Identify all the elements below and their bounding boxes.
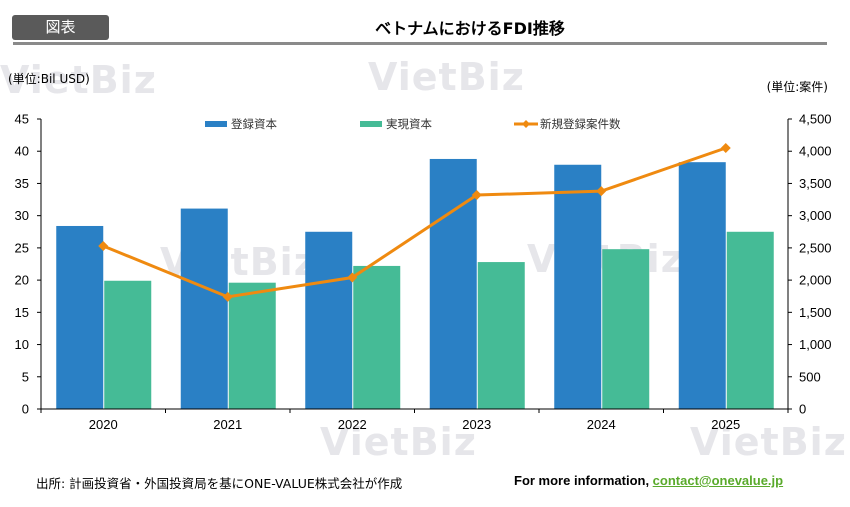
right-tick-label: 1,500: [799, 305, 832, 320]
watermark: VietBiz: [368, 55, 525, 99]
contact-info: For more information, contact@onevalue.j…: [514, 473, 783, 488]
x-tick-label: 2022: [338, 417, 367, 432]
left-tick-label: 25: [15, 240, 29, 255]
right-tick-label: 2,500: [799, 240, 832, 255]
left-tick-label: 20: [15, 273, 29, 288]
right-tick-label: 4,000: [799, 144, 832, 159]
left-tick-label: 35: [15, 176, 29, 191]
contact-prefix: For more information,: [514, 473, 653, 488]
bar-realized-2024: [602, 249, 650, 409]
bar-realized-2022: [353, 265, 401, 409]
title-divider: [13, 42, 827, 45]
x-tick-label: 2024: [587, 417, 616, 432]
figure-badge: 図表: [12, 15, 109, 40]
right-axis-unit: (単位:案件): [766, 80, 828, 94]
projects-point-2024: [596, 186, 607, 197]
bar-realized-2020: [104, 280, 152, 409]
right-tick-label: 3,500: [799, 176, 832, 191]
legend-label: 新規登録案件数: [540, 117, 621, 131]
projects-point-2022: [347, 272, 358, 283]
contact-email-link[interactable]: contact@onevalue.jp: [652, 473, 784, 488]
legend-swatch: [360, 121, 382, 127]
bar-realized-2023: [477, 262, 525, 409]
left-axis-unit: (単位:Bil USD): [8, 72, 90, 86]
bar-registered-2020: [56, 225, 104, 409]
left-tick-label: 5: [22, 369, 29, 384]
left-tick-label: 45: [15, 112, 29, 127]
left-tick-label: 10: [15, 337, 29, 352]
bar-registered-2024: [554, 164, 602, 409]
x-tick-label: 2025: [711, 417, 740, 432]
bar-registered-2022: [305, 231, 353, 409]
right-tick-label: 2,000: [799, 273, 832, 288]
left-tick-label: 40: [15, 144, 29, 159]
bar-registered-2021: [180, 208, 228, 409]
left-tick-label: 15: [15, 305, 29, 320]
right-tick-label: 500: [799, 369, 821, 384]
fdi-chart: 05101520253035404505001,0001,5002,0002,5…: [15, 112, 832, 433]
projects-line: [102, 146, 727, 299]
x-tick-label: 2023: [462, 417, 491, 432]
legend-swatch: [205, 121, 227, 127]
x-tick-label: 2021: [213, 417, 242, 432]
source-note: 出所: 計画投資省・外国投資局を基にONE-VALUE株式会社が作成: [36, 476, 403, 491]
bar-registered-2025: [678, 162, 726, 409]
right-tick-label: 4,500: [799, 112, 832, 127]
legend-label: 実現資本: [386, 117, 432, 131]
bar-realized-2021: [228, 282, 276, 409]
bar-realized-2025: [726, 231, 774, 409]
projects-point-2020: [98, 240, 109, 251]
bar-registered-2023: [429, 158, 477, 409]
left-tick-label: 0: [22, 402, 29, 417]
legend-marker: [522, 120, 530, 128]
projects-point-2025: [720, 143, 731, 153]
left-tick-label: 30: [15, 208, 29, 223]
projects-point-2023: [471, 190, 482, 201]
legend-label: 登録資本: [231, 117, 277, 131]
right-tick-label: 1,000: [799, 337, 832, 352]
x-tick-label: 2020: [89, 417, 118, 432]
right-tick-label: 3,000: [799, 208, 832, 223]
right-tick-label: 0: [799, 402, 806, 417]
projects-point-2021: [222, 291, 233, 302]
chart-title: ベトナムにおけるFDI推移: [375, 19, 565, 38]
